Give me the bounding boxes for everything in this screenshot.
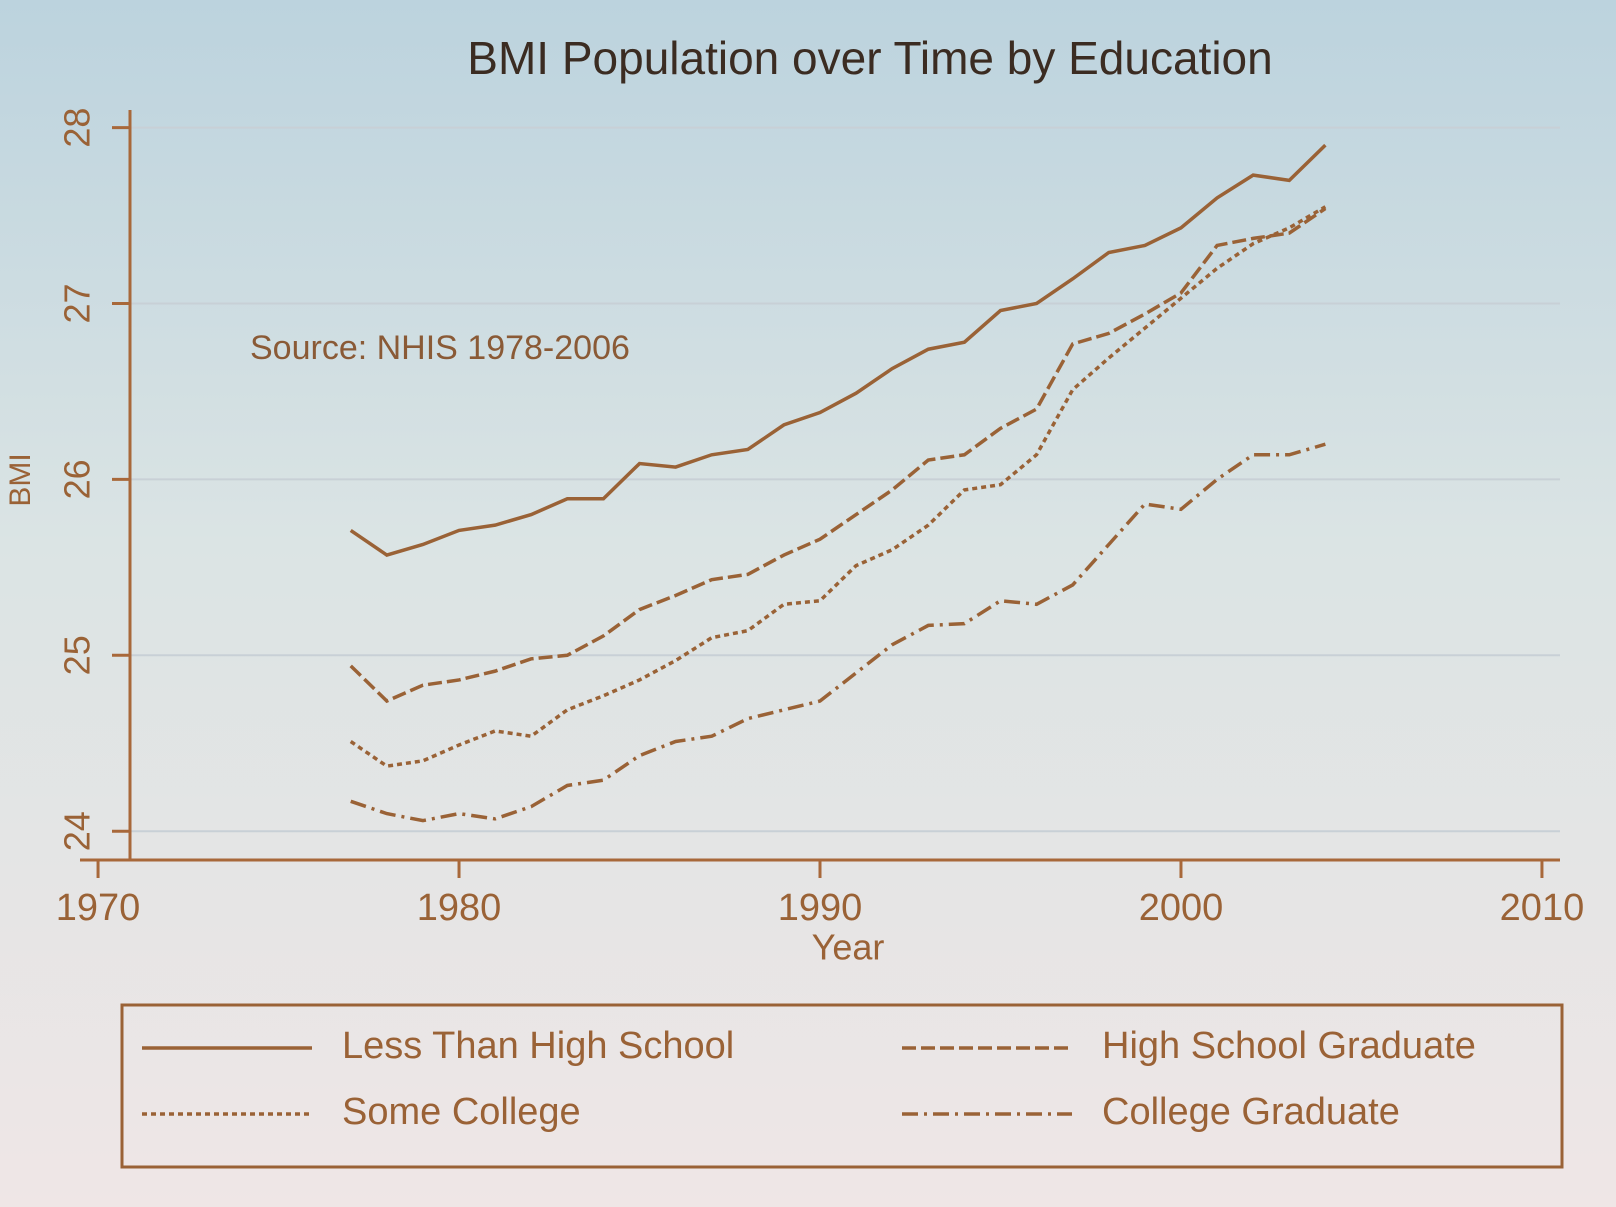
y-tick-label: 25 [57,635,98,675]
y-tick-label: 24 [57,811,98,851]
y-tick-label: 28 [57,108,98,148]
x-tick-label: 1970 [56,887,141,929]
series-line [349,205,1327,768]
x-tick-label: 1990 [778,887,863,929]
y-tick-label: 26 [57,459,98,499]
annotation: Source: NHIS 1978-2006 [250,329,630,367]
series-line [349,207,1327,704]
series-line [350,442,1326,823]
x-tick-label: 1980 [417,887,502,929]
x-tick-label: 2010 [1500,887,1585,929]
legend-box [120,1003,1564,1169]
chart-title: BMI Population over Time by Education [467,32,1272,84]
y-tick-label: 27 [57,283,98,323]
legend-label: High School Graduate [1102,1025,1476,1067]
series-line [349,143,1327,557]
x-tick-label: 2000 [1139,887,1224,929]
x-axis-label: Year [812,927,885,968]
y-axis-label: BMI [4,453,37,506]
legend-label: Some College [342,1091,581,1133]
legend-label: Less Than High School [342,1025,734,1067]
legend-label: College Graduate [1102,1091,1400,1133]
